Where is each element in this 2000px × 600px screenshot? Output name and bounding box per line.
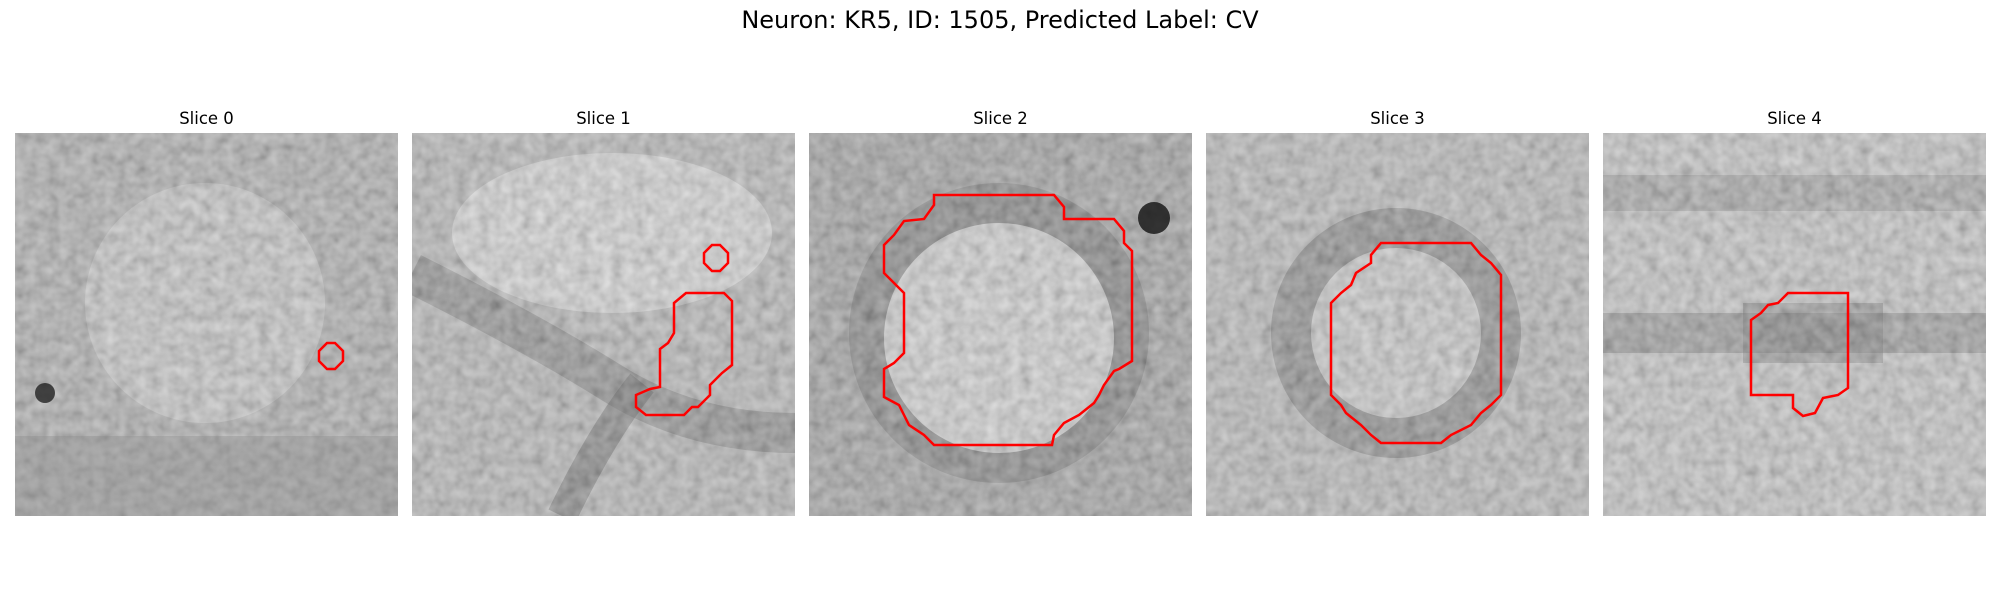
slice-image [1206,133,1589,516]
segmentation-contour [317,341,345,371]
slice-panel-0: Slice 0 [15,108,398,516]
slice-image [1603,133,1986,516]
slice-title: Slice 3 [1370,109,1425,128]
segmentation-contour [1749,291,1850,418]
slice-image [809,133,1192,516]
slice-title: Slice 4 [1767,109,1822,128]
slice-panel-3: Slice 3 [1206,108,1589,516]
slice-title: Slice 1 [576,109,631,128]
segmentation-contour [702,243,730,273]
segmentation-contour [882,193,1134,447]
slice-image [412,133,795,516]
figure-title: Neuron: KR5, ID: 1505, Predicted Label: … [741,6,1259,34]
slice-title: Slice 0 [179,109,234,128]
slice-panel-4: Slice 4 [1603,108,1986,516]
segmentation-contour [1329,241,1503,445]
slice-title: Slice 2 [973,109,1028,128]
slice-panel-2: Slice 2 [809,108,1192,516]
slice-panel-1: Slice 1 [412,108,795,516]
slice-image [15,133,398,516]
segmentation-contour [634,291,734,417]
